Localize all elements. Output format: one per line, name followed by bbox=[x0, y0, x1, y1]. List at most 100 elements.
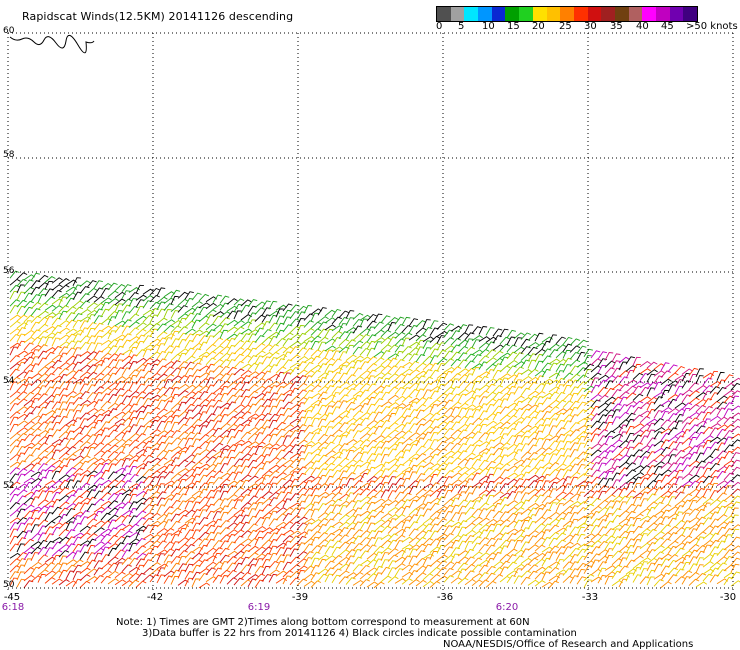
lon-tick-33: -33 bbox=[581, 592, 599, 603]
wind-barb bbox=[149, 442, 161, 450]
wind-barb bbox=[366, 559, 378, 567]
wind-barb bbox=[184, 460, 196, 468]
wind-barb bbox=[37, 519, 49, 527]
wind-barb bbox=[688, 411, 700, 418]
wind-barb bbox=[247, 426, 259, 434]
wind-barb bbox=[338, 457, 350, 466]
wind-barb bbox=[394, 450, 405, 458]
wind-barb bbox=[429, 432, 438, 441]
wind-barb bbox=[555, 539, 566, 548]
wind-barb bbox=[415, 339, 425, 349]
wind-barb bbox=[590, 405, 600, 415]
wind-barb bbox=[72, 417, 82, 427]
wind-barb bbox=[16, 445, 26, 455]
wind-barb bbox=[534, 418, 546, 426]
wind-barb bbox=[219, 429, 231, 437]
wind-barb bbox=[86, 518, 98, 526]
wind-barb bbox=[373, 398, 384, 407]
wind-barb bbox=[338, 576, 349, 584]
wind-barb bbox=[114, 402, 125, 411]
wind-barb bbox=[345, 417, 357, 424]
wind-barb bbox=[30, 442, 42, 450]
wind-barb bbox=[100, 569, 112, 577]
wind-barb bbox=[296, 305, 308, 314]
wind-barb bbox=[716, 492, 727, 501]
wind-barb bbox=[359, 318, 368, 328]
wind-barb bbox=[688, 390, 700, 397]
wind-barb bbox=[16, 508, 26, 518]
wind-barb bbox=[604, 414, 614, 424]
wind-barb bbox=[345, 360, 357, 368]
wind-barb bbox=[702, 488, 712, 498]
wind-barb bbox=[450, 534, 462, 542]
wind-barb bbox=[394, 506, 406, 514]
wind-barb bbox=[352, 579, 365, 586]
wind-barb bbox=[296, 558, 308, 566]
wind-barb bbox=[142, 357, 154, 365]
wind-barb bbox=[16, 391, 28, 399]
wind-barb bbox=[394, 442, 404, 451]
wind-barb bbox=[177, 317, 187, 327]
wind-barb bbox=[625, 462, 637, 470]
wind-barb bbox=[114, 367, 125, 376]
wind-barb bbox=[415, 397, 427, 405]
wind-barb bbox=[380, 575, 392, 583]
wind-barb bbox=[401, 332, 413, 340]
wind-barb bbox=[450, 497, 459, 507]
wind-barb bbox=[114, 284, 126, 292]
wind-barb bbox=[366, 515, 376, 525]
wind-barb bbox=[499, 454, 508, 464]
wind-barb bbox=[268, 433, 277, 443]
wind-barb bbox=[576, 568, 586, 578]
wind-barb bbox=[618, 370, 630, 378]
wind-barb bbox=[401, 387, 411, 396]
wind-barb bbox=[9, 346, 18, 356]
wind-barb bbox=[625, 356, 636, 365]
wind-barb bbox=[37, 505, 49, 513]
wind-barb bbox=[590, 505, 602, 513]
wind-barb bbox=[457, 380, 468, 389]
wind-barb bbox=[107, 444, 119, 452]
wind-barb bbox=[79, 357, 91, 364]
wind-barb bbox=[730, 571, 740, 580]
wind-barb bbox=[44, 379, 55, 388]
wind-barb bbox=[23, 412, 34, 421]
wind-barb bbox=[408, 495, 420, 502]
wind-barb bbox=[289, 530, 302, 537]
wind-barb bbox=[576, 387, 587, 396]
wind-barb bbox=[65, 570, 75, 580]
wind-barb bbox=[275, 513, 287, 521]
wind-barb bbox=[338, 381, 350, 389]
wind-barb bbox=[541, 473, 551, 483]
wind-barb bbox=[730, 474, 740, 482]
wind-barb bbox=[79, 371, 91, 378]
wind-barb bbox=[135, 396, 145, 406]
wind-barb bbox=[457, 352, 468, 361]
wind-barb bbox=[233, 376, 245, 383]
wind-barb bbox=[149, 470, 161, 478]
wind-barb bbox=[107, 372, 117, 382]
wind-barb bbox=[310, 404, 320, 413]
wind-barb bbox=[345, 423, 356, 431]
wind-barb bbox=[471, 472, 481, 481]
wind-barb bbox=[632, 449, 643, 457]
wind-barb bbox=[345, 536, 357, 543]
wind-barb bbox=[16, 522, 26, 532]
wind-barb bbox=[338, 500, 350, 508]
wind-barb bbox=[534, 383, 546, 391]
wind-barb bbox=[562, 349, 571, 359]
wind-barb bbox=[191, 473, 201, 483]
wind-barb bbox=[471, 439, 483, 447]
wind-barb bbox=[464, 444, 475, 453]
wind-barb bbox=[562, 506, 574, 513]
wind-barb bbox=[541, 397, 552, 406]
wind-barb bbox=[156, 373, 168, 381]
wind-barb bbox=[562, 393, 574, 401]
wind-barb bbox=[548, 545, 559, 554]
wind-barb bbox=[569, 422, 580, 430]
wind-barb bbox=[688, 367, 699, 376]
wind-barb bbox=[464, 541, 473, 550]
wind-barb bbox=[268, 419, 278, 429]
wind-barb bbox=[331, 464, 343, 472]
wind-barb bbox=[702, 390, 712, 400]
